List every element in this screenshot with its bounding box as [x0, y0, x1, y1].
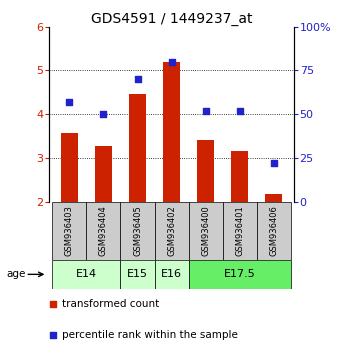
Text: percentile rank within the sample: percentile rank within the sample — [63, 330, 238, 340]
Text: GSM936403: GSM936403 — [65, 206, 74, 256]
Text: GSM936402: GSM936402 — [167, 206, 176, 256]
Point — [67, 99, 72, 105]
Bar — [52, 202, 87, 260]
Text: GSM936406: GSM936406 — [269, 206, 278, 256]
Point — [135, 76, 140, 82]
Bar — [61, 132, 78, 202]
Text: E16: E16 — [161, 269, 182, 279]
Bar — [223, 202, 257, 260]
Point — [169, 59, 174, 64]
Bar — [257, 202, 291, 260]
Text: GSM936401: GSM936401 — [235, 206, 244, 256]
Point — [237, 108, 242, 114]
Bar — [231, 150, 248, 202]
Point — [101, 111, 106, 117]
Text: GSM936404: GSM936404 — [99, 206, 108, 256]
Text: E15: E15 — [127, 269, 148, 279]
Point — [50, 332, 55, 338]
Bar — [154, 202, 189, 260]
Bar — [197, 139, 214, 202]
Point — [50, 301, 55, 307]
Point — [203, 108, 208, 114]
Bar — [120, 202, 154, 260]
Bar — [95, 146, 112, 202]
Text: GSM936400: GSM936400 — [201, 206, 210, 256]
Bar — [120, 260, 154, 289]
Bar — [129, 95, 146, 202]
Bar — [265, 194, 282, 202]
Bar — [189, 260, 291, 289]
Text: transformed count: transformed count — [63, 299, 160, 309]
Text: GSM936405: GSM936405 — [133, 206, 142, 256]
Text: age: age — [7, 269, 26, 279]
Bar — [87, 202, 120, 260]
Title: GDS4591 / 1449237_at: GDS4591 / 1449237_at — [91, 12, 252, 25]
Bar — [154, 260, 189, 289]
Bar — [52, 260, 120, 289]
Bar — [189, 202, 223, 260]
Bar — [163, 62, 180, 202]
Text: E17.5: E17.5 — [224, 269, 256, 279]
Text: E14: E14 — [76, 269, 97, 279]
Point — [271, 160, 276, 166]
